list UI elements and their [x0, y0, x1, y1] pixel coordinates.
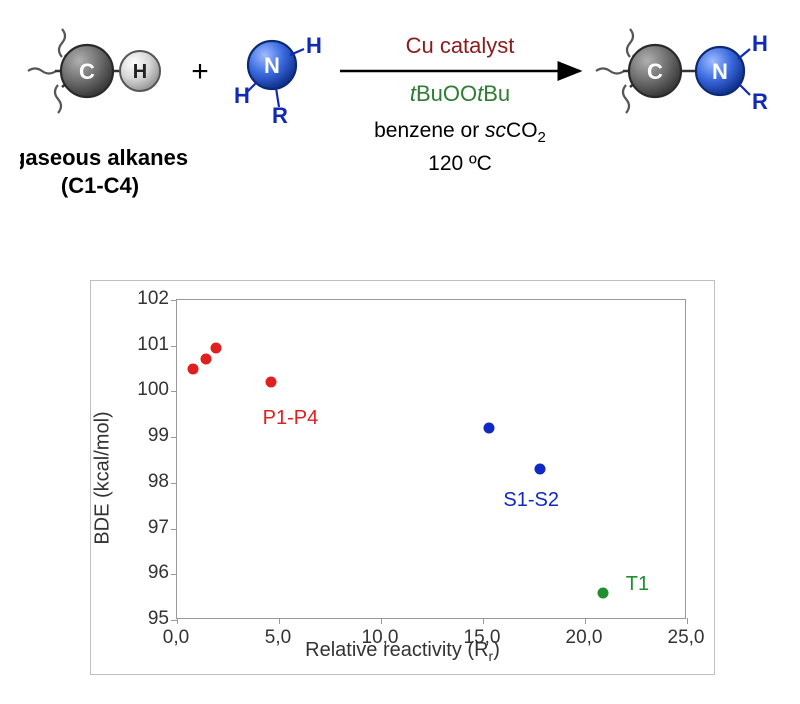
series-label: S1-S2	[503, 489, 559, 512]
n-label: N	[264, 53, 280, 78]
y-tick-label: 96	[109, 562, 169, 584]
data-point	[210, 343, 221, 354]
y-tick-label: 98	[109, 471, 169, 493]
y-tick-label: 99	[109, 425, 169, 447]
product-cn: C N H R	[596, 29, 768, 114]
prod-h: H	[752, 31, 768, 56]
data-point	[265, 377, 276, 388]
reaction-scheme: C H + N H H R Cu catalyst tBuOOtBu benze…	[20, 15, 780, 245]
prod-r: R	[752, 89, 768, 114]
data-point	[598, 587, 609, 598]
caption-line1: gaseous alkanes	[20, 145, 188, 170]
y-tick-label: 97	[109, 517, 169, 539]
y-tick-label: 102	[109, 288, 169, 310]
caption-line2: (C1-C4)	[61, 173, 139, 198]
x-tick-label: 5,0	[265, 627, 291, 649]
reactant-amine: N H H R	[234, 33, 322, 128]
y-tick-label: 101	[109, 334, 169, 356]
oxidant-text: tBuOOtBu	[410, 81, 510, 106]
reactant-ch: C H	[28, 29, 160, 113]
amine-h1: H	[234, 83, 250, 108]
x-tick-label: 20,0	[566, 627, 603, 649]
x-tick-label: 0,0	[163, 627, 189, 649]
x-tick-label: 10,0	[362, 627, 399, 649]
scheme-svg: C H + N H H R Cu catalyst tBuOOtBu benze…	[20, 15, 780, 245]
plus-sign: +	[191, 55, 209, 88]
bde-chart: BDE (kcal/mol) Relative reactivity (Rr) …	[90, 280, 715, 675]
data-point	[535, 464, 546, 475]
y-tick-label: 100	[109, 379, 169, 401]
data-point	[484, 423, 495, 434]
x-tick-label: 25,0	[668, 627, 705, 649]
catalyst-text: Cu catalyst	[406, 33, 515, 58]
solvent-text: benzene or scCO2	[374, 119, 546, 146]
y-tick-label: 95	[109, 608, 169, 630]
prod-n-label: N	[712, 59, 728, 84]
data-point	[200, 354, 211, 365]
prod-c-label: C	[647, 59, 663, 84]
c-label: C	[79, 59, 95, 84]
h-label: H	[133, 61, 147, 83]
plot-area: P1-P4 S1-S2 T1	[176, 299, 686, 619]
temperature-text: 120 ºC	[428, 152, 492, 175]
amine-h2: H	[306, 33, 322, 58]
series-label: T1	[626, 573, 649, 596]
series-label: P1-P4	[263, 407, 319, 430]
x-tick-label: 15,0	[464, 627, 501, 649]
data-point	[188, 363, 199, 374]
